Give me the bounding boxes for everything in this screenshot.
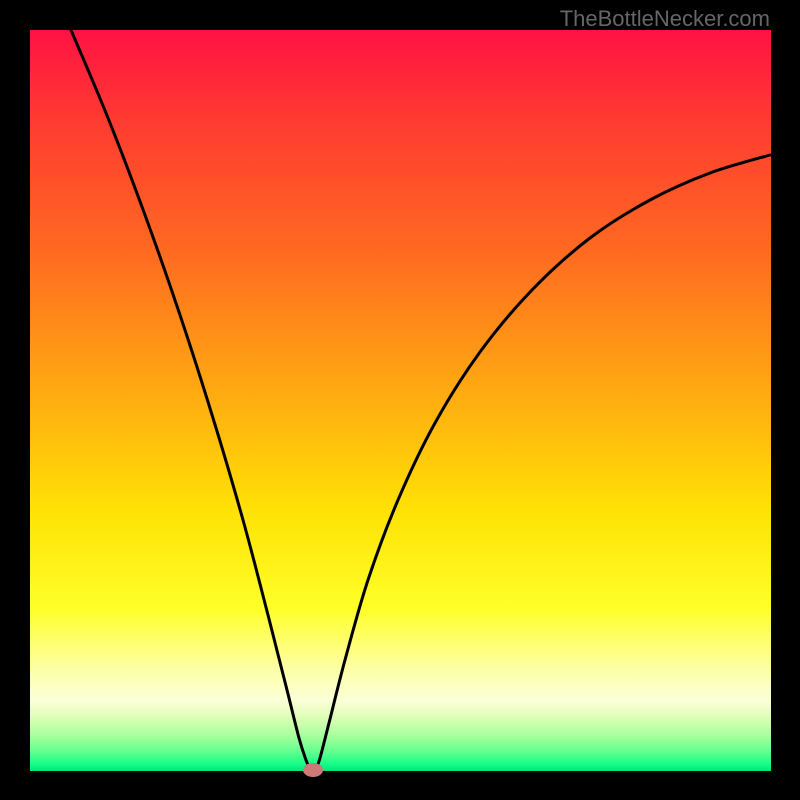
chart-container: TheBottleNecker.com <box>0 0 800 800</box>
watermark-label: TheBottleNecker.com <box>560 6 770 32</box>
minimum-marker <box>303 763 323 777</box>
bottleneck-curve <box>0 0 800 800</box>
